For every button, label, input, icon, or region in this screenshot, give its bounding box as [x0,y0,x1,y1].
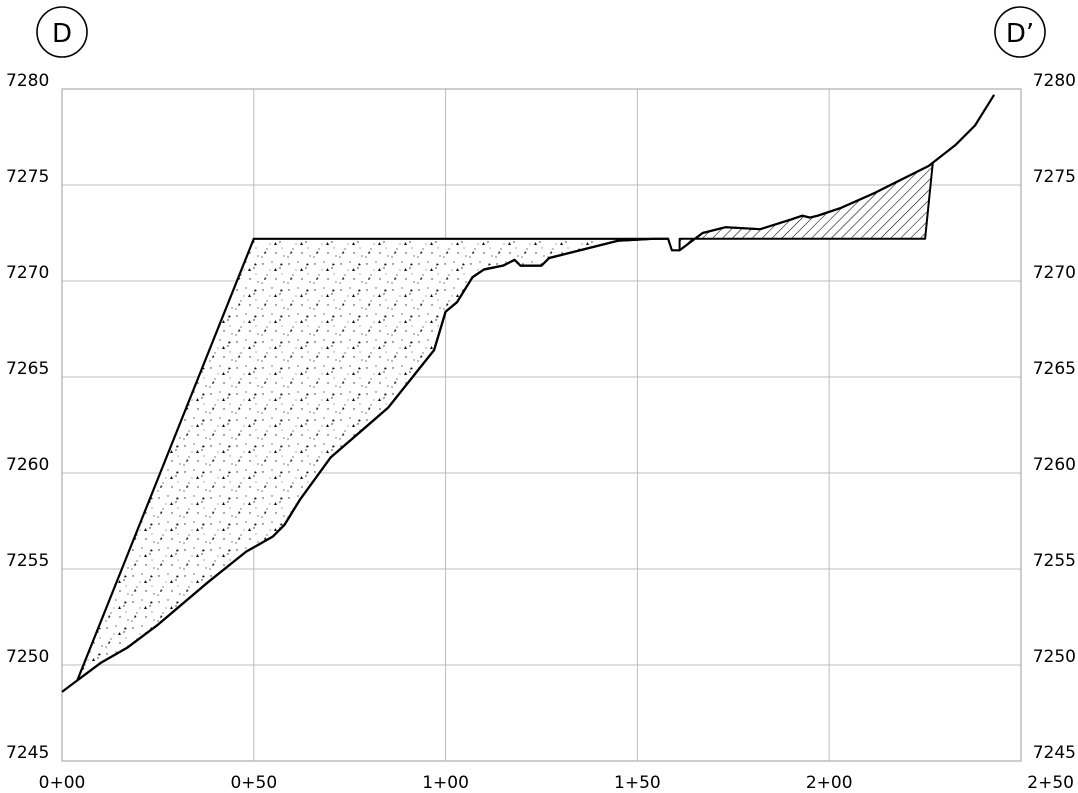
y-tick-label-left: 7265 [6,359,49,379]
y-tick-label-left: 7280 [6,71,49,91]
y-tick-label-left: 7245 [6,743,49,763]
y-tick-label-right: 7280 [1033,71,1076,91]
y-tick-label-right: 7250 [1033,647,1076,667]
end-marker-circle [994,6,1046,58]
x-tick-label: 0+50 [230,773,277,793]
end-marker: D’ [994,6,1046,58]
start-marker-circle [36,6,88,58]
y-axis-left: 7280 7275 7270 7265 7260 7255 7250 7245 [6,71,49,763]
fill-area [76,237,670,682]
x-tick-label: 1+00 [422,773,469,793]
start-marker: D [36,6,88,58]
y-tick-label-right: 7270 [1033,263,1076,283]
y-tick-label-right: 7260 [1033,455,1076,475]
existing-ground [61,94,996,693]
y-tick-label-right: 7265 [1033,359,1076,379]
y-tick-label-left: 7255 [6,551,49,571]
y-tick-label-right: 7275 [1033,167,1076,187]
x-tick-label: 2+50 [1027,773,1074,793]
plot-frame [61,88,1022,762]
y-tick-label-right: 7255 [1033,551,1076,571]
y-tick-label-left: 7260 [6,455,49,475]
y-tick-label-left: 7250 [6,647,49,667]
y-tick-label-right: 7245 [1033,743,1076,763]
x-axis: 0+00 0+50 1+00 1+50 2+00 2+50 [39,773,1074,793]
end-marker-label: D’ [1006,19,1034,49]
y-tick-label-left: 7275 [6,167,49,187]
cut-area [678,161,934,252]
y-tick-label-left: 7270 [6,263,49,283]
start-marker-label: D [52,19,72,49]
x-tick-label: 1+50 [614,773,661,793]
x-tick-label: 0+00 [39,773,86,793]
x-tick-label: 2+00 [806,773,853,793]
existing-ground-line [61,94,996,693]
cut-region [678,161,934,252]
fill-region [76,237,670,682]
y-axis-right: 7280 7275 7270 7265 7260 7255 7250 7245 [1033,71,1076,763]
